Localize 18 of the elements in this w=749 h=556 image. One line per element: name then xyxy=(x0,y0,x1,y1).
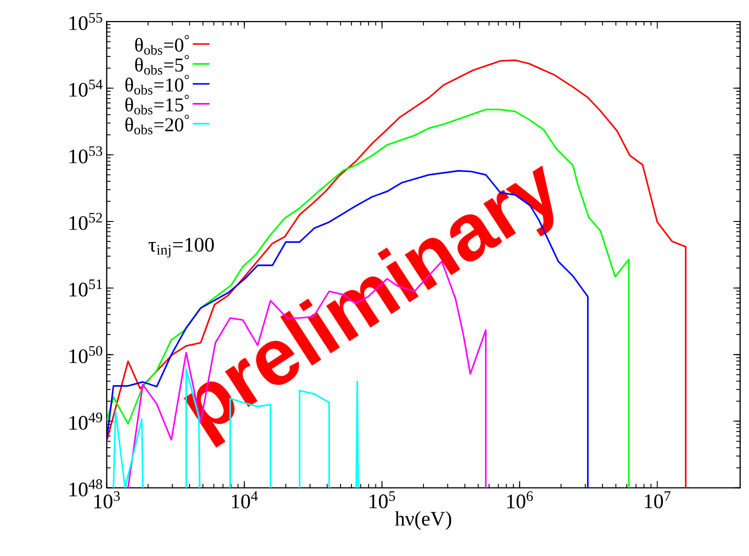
x-tick-label: 10$^{3}$ xyxy=(94,491,120,509)
legend-label: θ$_{obs}$=0$^{°}$ xyxy=(135,35,189,55)
y-tick-label: 10$^{49}$ xyxy=(70,412,102,430)
x-tick-label: 10$^{6}$ xyxy=(507,491,533,509)
y-tick-label: 10$^{55}$ xyxy=(70,13,102,30)
y-tick-label: 10$^{53}$ xyxy=(70,146,102,164)
x-tick-label: 10$^{7}$ xyxy=(644,491,671,508)
x-axis-title: hν(eV) xyxy=(394,511,452,530)
y-tick-label: 10$^{50}$ xyxy=(70,346,102,364)
legend-label: θ$_{obs}$=10$^{°}$ xyxy=(125,75,189,95)
y-tick-label: 10$^{52}$ xyxy=(70,212,102,230)
y-tick-label: 10$^{51}$ xyxy=(70,280,102,297)
y-tick-label: 10$^{54}$ xyxy=(70,80,103,97)
legend-label: θ$_{obs}$=15$^{°}$ xyxy=(125,94,189,115)
legend-label: θ$_{obs}$=20$^{°}$ xyxy=(125,114,189,135)
x-tick-label: 10$^{5}$ xyxy=(370,491,396,508)
legend-label: θ$_{obs}$=5$^{°}$ xyxy=(135,55,189,75)
x-tick-label: 10$^{4}$ xyxy=(232,491,258,508)
